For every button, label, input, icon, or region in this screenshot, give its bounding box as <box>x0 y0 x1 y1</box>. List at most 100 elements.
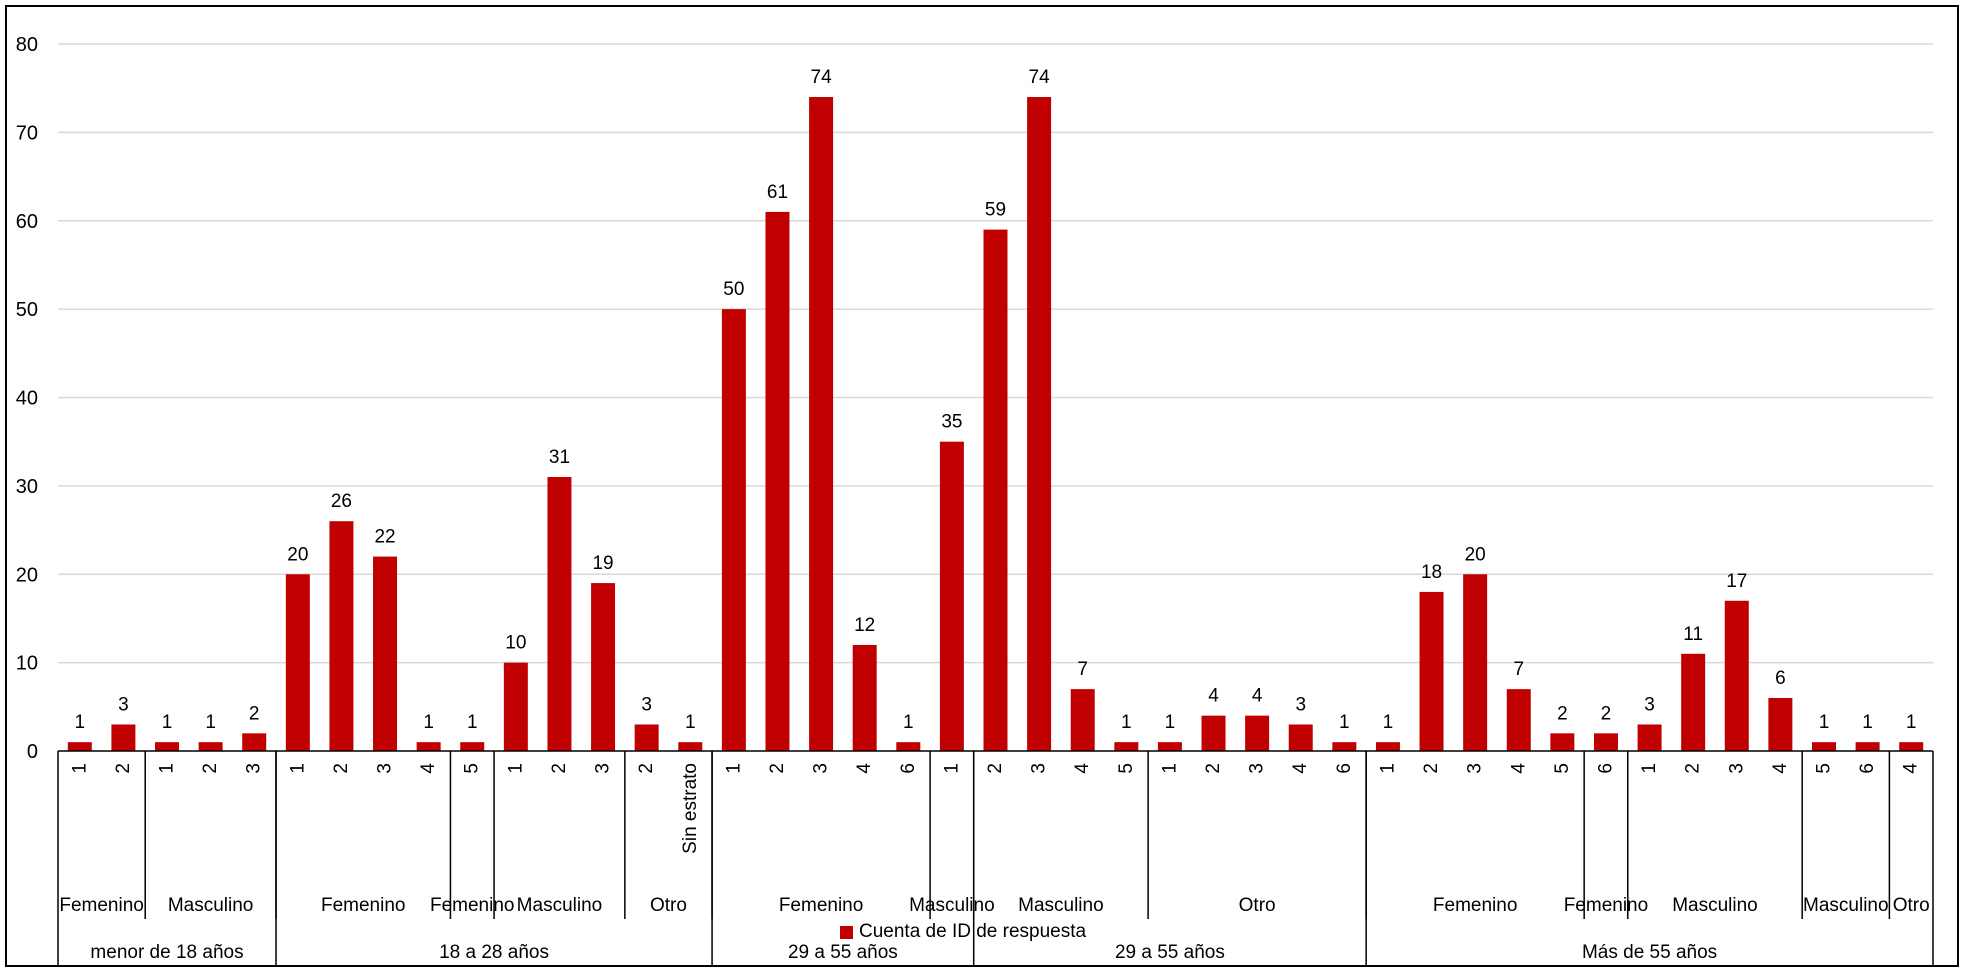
bar <box>1375 742 1400 751</box>
bar <box>591 583 616 751</box>
gender-group-label: Femenino <box>779 895 864 916</box>
x-tick-label: 1 <box>941 763 962 774</box>
x-tick-label: Sin estrato <box>680 763 701 854</box>
x-tick-label: 4 <box>1901 763 1922 774</box>
x-tick-label: 2 <box>1203 763 1224 774</box>
x-tick-label: 6 <box>898 763 919 774</box>
data-label: 1 <box>75 712 86 733</box>
x-tick-label: 1 <box>723 763 744 774</box>
gender-group-label: Masculino <box>1018 895 1104 916</box>
x-tick-label: 3 <box>811 763 832 774</box>
x-tick-label: 4 <box>1290 763 1311 774</box>
data-label: 1 <box>162 712 173 733</box>
bars <box>67 97 1924 752</box>
y-tick-label: 60 <box>16 211 38 233</box>
x-tick-label: 1 <box>1159 763 1180 774</box>
age-group-label: menor de 18 años <box>90 942 243 963</box>
data-label: 61 <box>767 182 788 203</box>
x-tick-label: 2 <box>113 763 134 774</box>
x-tick-label: 4 <box>1072 763 1093 774</box>
data-label: 1 <box>1383 712 1394 733</box>
bar <box>373 556 398 751</box>
y-tick-label: 30 <box>16 476 38 498</box>
x-tick-label: 1 <box>1377 763 1398 774</box>
bar <box>721 309 746 751</box>
data-label: 1 <box>1339 712 1350 733</box>
bar <box>503 662 528 751</box>
data-label: 1 <box>1819 712 1830 733</box>
data-label: 10 <box>505 633 526 654</box>
bar <box>1811 742 1836 751</box>
bar <box>765 211 790 752</box>
bar <box>1114 742 1139 751</box>
bar <box>939 441 964 751</box>
bar <box>1855 742 1880 751</box>
gender-group-label: Masculino <box>517 895 603 916</box>
gender-group-label: Femenino <box>59 895 144 916</box>
bar <box>416 742 441 751</box>
bar <box>1070 689 1095 751</box>
x-tick-label: 3 <box>1029 763 1050 774</box>
bar <box>1768 697 1793 751</box>
data-label: 1 <box>1862 712 1873 733</box>
gender-group-label: Femenino <box>1433 895 1518 916</box>
legend-swatch <box>840 925 853 939</box>
data-label: 11 <box>1683 624 1703 645</box>
bar <box>198 742 223 751</box>
data-label: 1 <box>423 712 434 733</box>
x-axis: 1 2 1 2 3 1 2 3 4 5 1 2 3 2 Sin estrato 1 2 3 4 6 1 2 3 4 5 1 2 3 4 6… <box>57 750 1934 966</box>
age-group-label: 29 a 55 años <box>788 942 898 963</box>
bar <box>1288 724 1313 751</box>
x-tick-label: 2 <box>200 763 221 774</box>
x-tick-label: 1 <box>157 763 178 774</box>
x-tick-label: 3 <box>375 763 396 774</box>
x-tick-label: 3 <box>1726 763 1747 774</box>
data-label: 7 <box>1513 659 1524 680</box>
legend: Cuenta de ID de respuesta <box>840 918 1086 946</box>
x-tick-label: 3 <box>1247 763 1268 774</box>
gender-group-label: Masculino <box>1672 895 1758 916</box>
legend-label: Cuenta de ID de respuesta <box>859 921 1087 942</box>
bar <box>155 742 180 751</box>
data-label: 59 <box>985 200 1006 221</box>
x-tick-label: 4 <box>1508 763 1529 774</box>
bar <box>329 521 354 751</box>
x-tick-label: 1 <box>287 763 308 774</box>
y-tick-label: 80 <box>16 34 38 56</box>
data-label: 4 <box>1208 686 1219 707</box>
bar <box>896 742 921 751</box>
gender-group-label: Femenino <box>321 895 406 916</box>
x-tick-label: 6 <box>1857 763 1878 774</box>
data-label: 31 <box>549 447 570 468</box>
data-label: 1 <box>1906 712 1917 733</box>
gender-group-label: Masculino <box>168 895 254 916</box>
data-label: 35 <box>941 412 962 433</box>
data-label: 1 <box>903 712 914 733</box>
data-label: 18 <box>1421 562 1442 583</box>
x-tick-label: 2 <box>1421 763 1442 774</box>
x-tick-label: 1 <box>505 763 526 774</box>
data-label: 1 <box>205 712 216 733</box>
gender-group-label: Masculino <box>909 895 995 916</box>
gender-group-label: Otro <box>1893 895 1930 916</box>
data-label: 20 <box>1465 544 1486 565</box>
x-tick-label: 3 <box>244 763 265 774</box>
x-tick-label: 2 <box>767 763 788 774</box>
x-tick-label: 5 <box>1813 763 1834 774</box>
gender-group-label: Masculino <box>1803 895 1889 916</box>
data-label: 74 <box>811 67 833 88</box>
data-label: 1 <box>1165 712 1176 733</box>
bar <box>1637 724 1662 751</box>
age-group-label: 29 a 55 años <box>1115 942 1225 963</box>
bar <box>1681 653 1706 751</box>
y-tick-label: 40 <box>16 388 38 410</box>
data-label: 6 <box>1775 668 1786 689</box>
x-tick-label: 2 <box>331 763 352 774</box>
bar <box>242 733 267 751</box>
data-label: 7 <box>1077 659 1088 680</box>
data-label: 74 <box>1029 67 1051 88</box>
x-tick-label: 2 <box>1683 763 1704 774</box>
x-tick-label: 2 <box>549 763 570 774</box>
gender-group-label: Femenino <box>1564 895 1649 916</box>
age-group-label: Más de 55 años <box>1582 942 1717 963</box>
